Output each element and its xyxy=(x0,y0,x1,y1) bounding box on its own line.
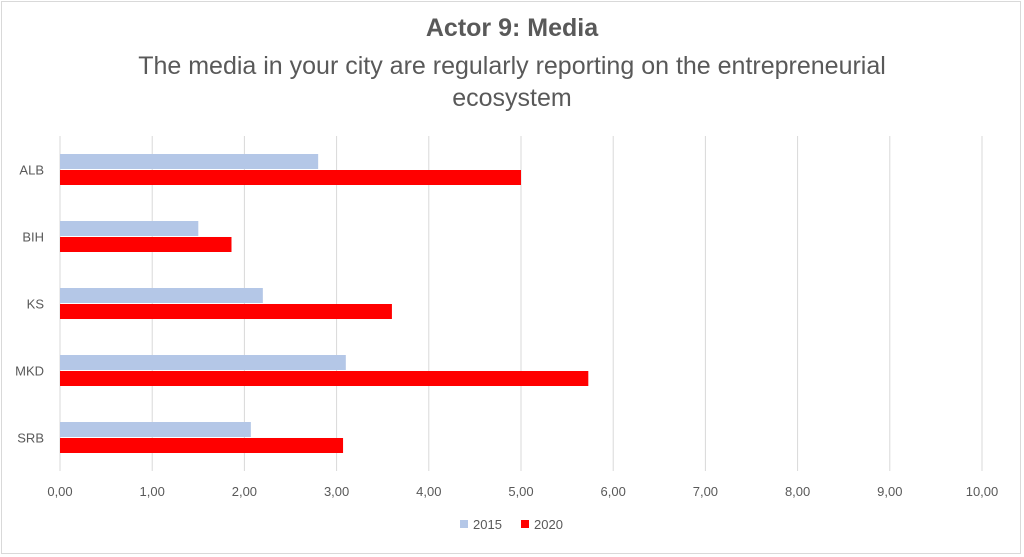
legend-label-2020: 2020 xyxy=(534,517,563,532)
chart-subtitle: The media in your city are regularly rep… xyxy=(138,52,886,112)
category-label: MKD xyxy=(15,364,44,379)
legend-swatch-2020 xyxy=(521,520,529,528)
category-label: KS xyxy=(27,297,45,312)
bar-2015-BIH xyxy=(60,221,199,236)
x-tick-label: 6,00 xyxy=(601,484,626,499)
bar-2015-SRB xyxy=(60,422,251,437)
bar-2015-ALB xyxy=(60,154,319,169)
legend: 2015 2020 xyxy=(460,517,563,532)
bar-2015-KS xyxy=(60,288,263,303)
x-tick-label: 1,00 xyxy=(140,484,165,499)
chart-title: Actor 9: Media xyxy=(425,14,599,42)
x-tick-label: 5,00 xyxy=(508,484,533,499)
x-tick-label: 7,00 xyxy=(693,484,718,499)
x-tick-label: 2,00 xyxy=(232,484,257,499)
bars xyxy=(60,154,589,453)
bar-2020-KS xyxy=(60,304,392,319)
bar-2020-MKD xyxy=(60,371,589,386)
bar-2020-BIH xyxy=(60,237,232,252)
x-tick-label: 9,00 xyxy=(877,484,902,499)
bar-2015-MKD xyxy=(60,355,346,370)
x-tick-label: 3,00 xyxy=(324,484,349,499)
category-label: ALB xyxy=(19,163,44,178)
bar-2020-ALB xyxy=(60,170,521,185)
x-tick-label: 0,00 xyxy=(47,484,72,499)
category-label: SRB xyxy=(17,431,44,446)
gridlines xyxy=(59,136,983,471)
x-tick-label: 4,00 xyxy=(416,484,441,499)
legend-label-2015: 2015 xyxy=(473,517,502,532)
axis-labels: 0,00 1,00 2,00 3,00 4,00 5,00 6,00 7,00 8,00 9,00… xyxy=(15,163,998,500)
x-tick-label: 10,00 xyxy=(966,484,999,499)
x-tick-label: 8,00 xyxy=(785,484,810,499)
bar-2020-SRB xyxy=(60,438,344,453)
legend-swatch-2015 xyxy=(460,520,468,528)
category-label: BIH xyxy=(22,230,44,245)
